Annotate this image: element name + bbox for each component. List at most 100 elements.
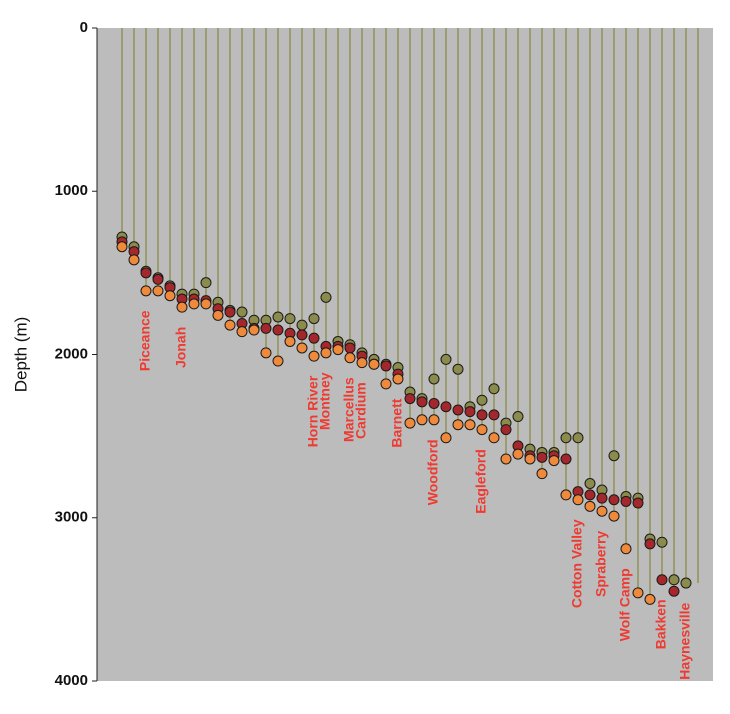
play-label: Eagleford <box>473 449 489 514</box>
data-point <box>188 298 200 310</box>
play-label: Cardium <box>353 382 369 439</box>
data-point <box>644 593 656 605</box>
data-point <box>536 451 548 463</box>
data-point <box>440 401 452 413</box>
data-point <box>608 450 620 462</box>
play-label: Marcellus <box>341 377 357 442</box>
data-point <box>152 273 164 285</box>
data-point <box>272 324 284 336</box>
data-point <box>224 319 236 331</box>
data-point <box>476 424 488 436</box>
data-point <box>608 494 620 506</box>
data-point <box>512 448 524 460</box>
data-point <box>308 313 320 325</box>
data-point <box>140 267 152 279</box>
data-point <box>596 505 608 517</box>
data-point <box>440 432 452 444</box>
data-point <box>380 360 392 372</box>
data-point <box>536 468 548 480</box>
data-point <box>464 406 476 418</box>
data-point <box>212 309 224 321</box>
data-point <box>500 453 512 465</box>
data-point <box>296 329 308 341</box>
data-point <box>308 332 320 344</box>
play-label: Woodford <box>425 439 441 505</box>
data-point <box>668 574 680 586</box>
data-point <box>164 290 176 302</box>
y-tick-label: 1000 <box>55 182 88 199</box>
data-point <box>368 358 380 370</box>
data-point <box>404 393 416 405</box>
data-point <box>440 353 452 365</box>
data-point <box>464 419 476 431</box>
data-point <box>344 352 356 364</box>
data-point <box>548 455 560 467</box>
data-point <box>272 355 284 367</box>
data-point <box>236 326 248 338</box>
data-point <box>572 432 584 444</box>
data-points <box>116 231 692 605</box>
play-label: Cotton Valley <box>569 519 585 608</box>
data-point <box>284 313 296 325</box>
data-point <box>488 383 500 395</box>
data-point <box>380 378 392 390</box>
data-point <box>224 306 236 318</box>
plot-area <box>97 28 713 681</box>
data-point <box>296 342 308 354</box>
y-tick-label: 3000 <box>55 509 88 526</box>
data-point <box>452 404 464 416</box>
data-point <box>344 342 356 354</box>
data-point <box>200 298 212 310</box>
data-point <box>452 419 464 431</box>
data-point <box>428 397 440 409</box>
play-label: Horn River <box>305 375 321 447</box>
data-point <box>320 291 332 303</box>
data-point <box>632 587 644 599</box>
data-point <box>332 344 344 356</box>
data-point <box>680 577 692 589</box>
data-point <box>488 409 500 421</box>
data-point <box>272 311 284 323</box>
play-label: Barnett <box>389 398 405 447</box>
data-point <box>500 424 512 436</box>
data-point <box>260 347 272 359</box>
data-point <box>668 585 680 597</box>
data-point <box>452 363 464 375</box>
data-point <box>476 409 488 421</box>
data-point <box>392 373 404 385</box>
data-point <box>236 306 248 318</box>
data-point <box>404 417 416 429</box>
data-point <box>356 357 368 369</box>
data-point <box>620 495 632 507</box>
data-point <box>416 396 428 408</box>
data-point <box>476 394 488 406</box>
data-point <box>644 538 656 550</box>
data-point <box>560 453 572 465</box>
data-point <box>524 453 536 465</box>
data-point <box>512 411 524 423</box>
data-point <box>116 241 128 253</box>
play-label: Piceance <box>137 310 153 371</box>
data-point <box>128 254 140 266</box>
data-point <box>560 489 572 501</box>
y-tick-label: 4000 <box>55 672 88 689</box>
data-point <box>620 543 632 555</box>
y-tick-label: 0 <box>80 19 88 36</box>
data-point <box>176 301 188 313</box>
play-label: Bakken <box>653 599 669 649</box>
data-point <box>248 324 260 336</box>
data-point <box>428 414 440 426</box>
data-point <box>152 285 164 297</box>
data-point <box>596 492 608 504</box>
data-point <box>200 277 212 289</box>
data-point <box>284 335 296 347</box>
data-point <box>416 414 428 426</box>
data-point <box>488 432 500 444</box>
play-label: Jonah <box>173 327 189 368</box>
play-label: Haynesville <box>677 602 693 679</box>
data-point <box>296 319 308 331</box>
y-axis-title: Depth (m) <box>11 317 30 393</box>
data-point <box>584 489 596 501</box>
